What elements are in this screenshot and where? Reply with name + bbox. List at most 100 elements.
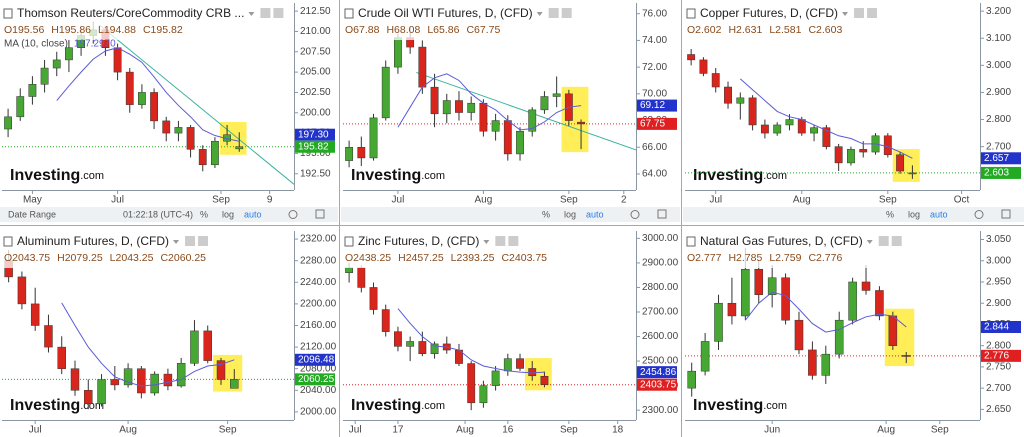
header-button[interactable] — [854, 8, 865, 18]
watermark-suffix: .com — [421, 170, 445, 182]
title-caret[interactable] — [536, 12, 543, 16]
header-button[interactable] — [878, 236, 889, 246]
x-tick-label: Aug — [877, 425, 895, 436]
chart-title[interactable]: Crude Oil WTI Futures, D, (CFD) — [358, 6, 533, 20]
x-tick-label: Sep — [879, 195, 897, 206]
price-label-box — [981, 152, 1021, 165]
y-tick-label: 2120.00 — [300, 342, 337, 353]
toolbar-item[interactable]: log — [564, 209, 576, 219]
y-tick-label: 202.50 — [300, 87, 331, 98]
price-label-box — [637, 366, 677, 379]
header-button[interactable] — [185, 236, 196, 246]
candle-body — [528, 368, 537, 377]
candle-body — [176, 363, 186, 387]
candle-body — [97, 379, 106, 405]
ma-value: 197.2970 — [74, 39, 116, 50]
toolbar-item[interactable]: auto — [586, 209, 604, 219]
watermark: Investing.com — [351, 397, 445, 414]
candle-body — [875, 290, 884, 317]
header-button[interactable] — [273, 8, 284, 18]
fullscreen-button[interactable] — [657, 209, 667, 219]
x-tick-label: Aug — [456, 425, 474, 436]
toolbar-item[interactable]: auto — [930, 209, 948, 219]
moving-average — [56, 47, 240, 142]
candle-body — [714, 302, 723, 342]
title-caret[interactable] — [248, 12, 255, 16]
settings-button[interactable] — [288, 210, 298, 219]
toolbar-item[interactable]: log — [222, 209, 234, 219]
symbol-icon — [344, 8, 354, 19]
plot: Investing.com — [685, 247, 980, 414]
fullscreen-button[interactable] — [1001, 209, 1011, 219]
toolbar-item[interactable]: % — [200, 209, 208, 219]
candle-body — [150, 92, 158, 122]
toolbar-item[interactable]: 01:22:18 (UTC-4) — [123, 209, 193, 219]
watermark-brand: Investing — [693, 167, 763, 184]
candle-body — [861, 281, 871, 291]
toolbar-item[interactable]: Date Range — [8, 209, 56, 219]
header-button[interactable] — [495, 236, 506, 246]
candle-body — [848, 281, 857, 321]
candle-body — [138, 92, 146, 105]
header-button[interactable] — [548, 8, 559, 18]
x-tick-label: 2 — [621, 195, 627, 206]
y-tick-label: 2.700 — [986, 383, 1011, 394]
chart-title[interactable]: Zinc Futures, D, (CFD) — [358, 234, 479, 248]
candle-body — [381, 309, 390, 332]
price-label: 2060.25 — [298, 374, 335, 385]
candle-body — [110, 379, 120, 386]
candle-body — [699, 59, 708, 74]
candle-body — [821, 353, 831, 376]
price-label-box — [637, 117, 677, 130]
candle-body — [418, 341, 427, 354]
header-button[interactable] — [508, 236, 519, 246]
header-button[interactable] — [198, 236, 209, 246]
candle-body — [896, 154, 905, 172]
chart-title[interactable]: Natural Gas Futures, D, (CFD) — [700, 234, 863, 248]
header-bg — [343, 232, 593, 268]
candle-body — [883, 135, 892, 156]
chart-title[interactable]: Thomson Reuters/CoreCommodity CRB ... — [17, 6, 244, 20]
candle-body — [84, 390, 93, 405]
title-caret[interactable] — [866, 240, 873, 244]
settings-button[interactable] — [630, 210, 640, 219]
toolbar-item[interactable]: auto — [244, 209, 262, 219]
title-caret[interactable] — [173, 240, 180, 244]
title-caret[interactable] — [842, 12, 849, 16]
chart-title[interactable]: Aluminum Futures, D, (CFD) — [17, 234, 169, 248]
plot: Investing.com — [2, 249, 294, 414]
candle-body — [724, 86, 732, 104]
settings-button[interactable] — [974, 210, 984, 219]
ohlc-value: H2.631 — [728, 24, 762, 36]
chart-title[interactable]: Copper Futures, D, (CFD) — [700, 6, 838, 20]
candle-body — [908, 172, 917, 175]
ohlc-value: O2.777 — [687, 252, 722, 264]
fullscreen-button[interactable] — [315, 209, 325, 219]
ohlc-value: C2.776 — [808, 252, 842, 264]
candle-body — [808, 349, 817, 376]
toolbar-item[interactable]: % — [542, 209, 550, 219]
ohlc-value: C2.603 — [808, 24, 842, 36]
price-label-box — [637, 99, 677, 112]
toolbar — [0, 207, 338, 222]
toolbar — [683, 207, 1024, 222]
x-tick-label: Jul — [111, 195, 124, 206]
candle-body — [785, 119, 794, 126]
ohlc-value: C195.82 — [143, 24, 183, 36]
y-tick-label: 2600.00 — [642, 331, 679, 342]
price-label: 197.30 — [298, 129, 329, 140]
price-label: 2.776 — [984, 351, 1009, 362]
y-tick-label: 2.800 — [986, 340, 1011, 351]
y-tick-label: 3000.00 — [642, 233, 679, 244]
y-tick-label: 3.000 — [986, 60, 1011, 71]
title-caret[interactable] — [483, 240, 490, 244]
header-button[interactable] — [867, 8, 878, 18]
toolbar-item[interactable]: log — [908, 209, 920, 219]
ohlc-value: O67.88 — [345, 24, 380, 36]
toolbar-item[interactable]: % — [886, 209, 894, 219]
y-tick-label: 2.650 — [986, 404, 1011, 415]
header-button[interactable] — [260, 8, 271, 18]
header-button[interactable] — [891, 236, 902, 246]
header-button[interactable] — [561, 8, 572, 18]
